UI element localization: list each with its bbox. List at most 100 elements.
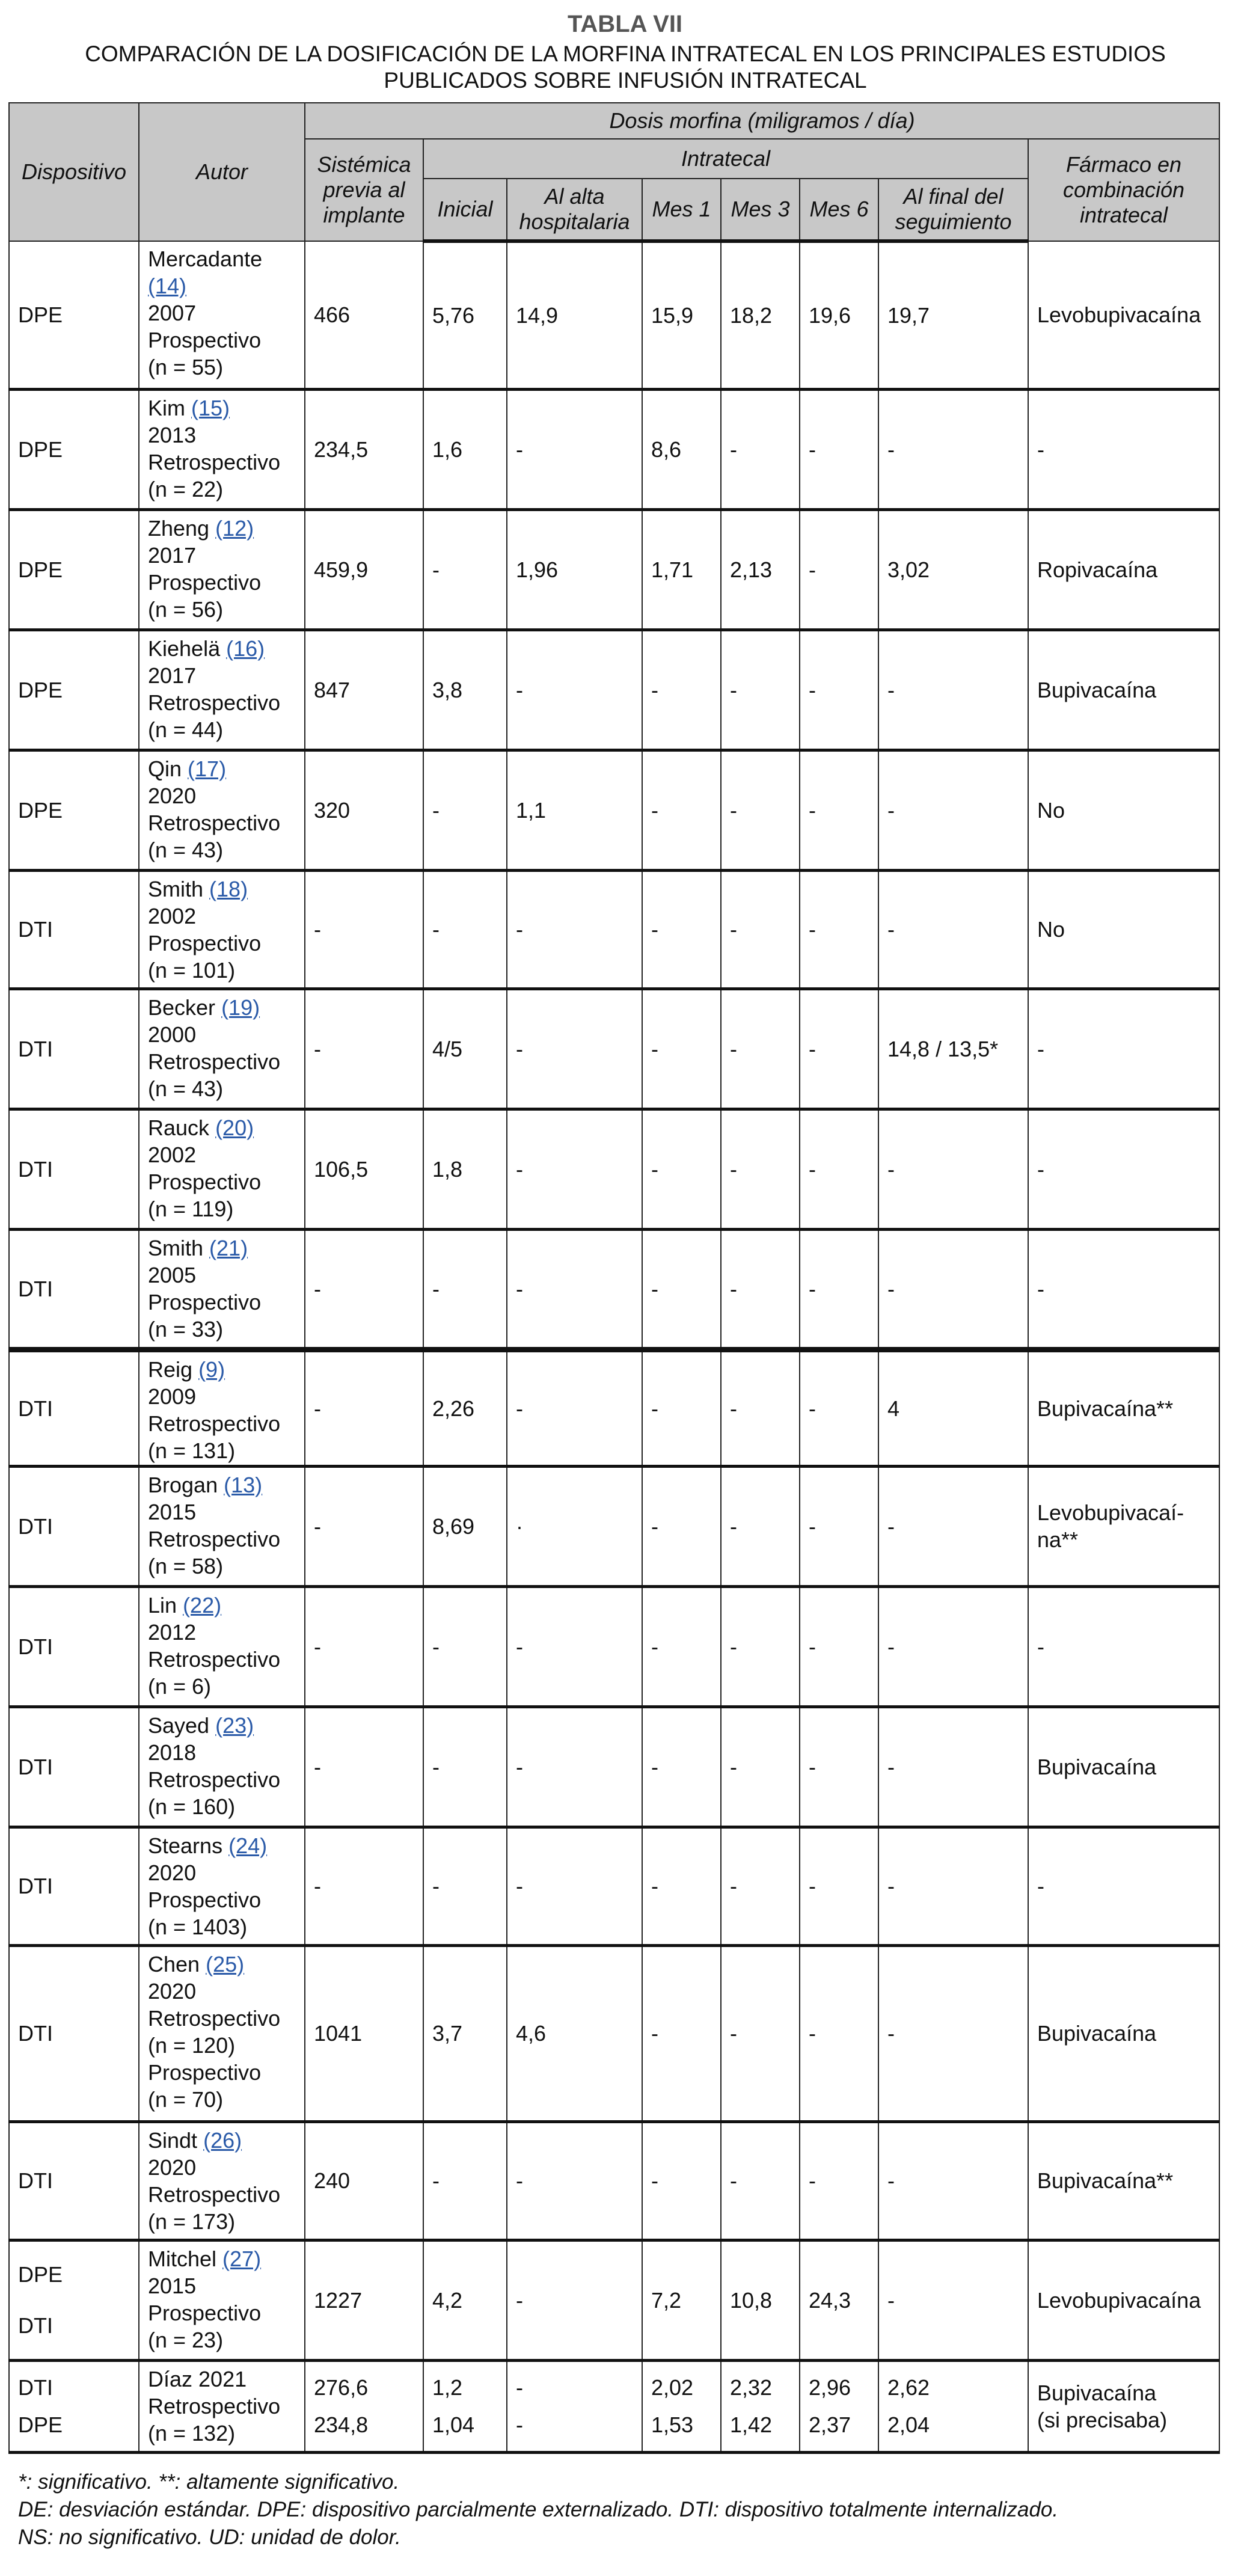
cell-value: 459,9 [314,557,369,582]
footnote: NS: no significativo. UD: unidad de dolo… [18,2525,401,2549]
header-autor: Autor [138,102,305,242]
cell-value: - [730,797,737,823]
reference-link[interactable]: (14) [148,274,187,298]
author-name-line: Stearns (24) [148,1832,296,1859]
dose-cell: 14,8 / 13,5* [878,988,1029,1111]
reference-link[interactable]: (9) [198,1357,225,1382]
dose-cell: - [642,2121,722,2242]
cell-value: 1,71 [651,557,694,582]
footnote: *: significativo. **: altamente signific… [18,2470,400,2494]
cell-value: DTI [18,2021,53,2046]
device-cell: DTI [8,1228,139,1351]
table-row: DPE Qin (17) 2020 Retrospectivo (n = 43) 320 -… [8,749,1220,872]
cell-value: - [516,917,523,942]
author-cell: Mercadante (14) 2007 Prospectivo (n = 55) [138,241,305,391]
table-row: DTI Lin (22) 2012 Retrospectivo (n = 6) - - - - -… [8,1586,1220,1708]
cell-value: 1,8 [432,1156,463,1182]
cell-value: DTI [18,917,53,942]
cell-value: - [809,1036,816,1061]
reference-link[interactable]: (18) [209,876,248,901]
author-detail: Prospectivo [148,328,262,352]
dose-cell: - [799,869,879,990]
drug-cell: Ropivacaína [1028,509,1220,631]
reference-link[interactable]: (22) [183,1592,222,1618]
cell-value: - [432,1754,440,1779]
cell-value: - [651,1396,658,1421]
author-detail: (n = 55) [148,355,224,379]
cell-value: - [809,917,816,942]
author-detail: (n = 70) [148,2087,224,2112]
dose-cell: - [304,1706,424,1829]
dose-cell: - [878,1586,1029,1708]
cell-value: 7,2 [651,2287,682,2313]
author-cell: Chen (25) 2020 Retrospectivo (n = 120) Prosp… [138,1945,305,2123]
cell-value: - [887,917,895,942]
dose-cell: 10,8 [720,2239,800,2362]
author-name: Stearns [148,1833,223,1858]
cell-value: - [730,917,737,942]
dose-cell: 15,9 [642,241,722,391]
dose-cell: 18,2 [720,241,800,391]
author-detail: (n = 160) [148,1794,236,1819]
reference-link[interactable]: (23) [215,1713,254,1738]
header-alta: Al alta hospitalaria [506,178,643,243]
cell-value: - [651,2168,658,2193]
cell-value: 2,13 [730,557,773,582]
drug-cell: - [1028,388,1220,511]
reference-link[interactable]: (27) [222,2246,262,2271]
cell-value: - [730,1513,737,1539]
dose-cell: - [720,1586,800,1708]
author-detail: Prospectivo [148,1289,262,1314]
cell-value-stack: 2,32 1,42 [730,2369,791,2443]
author-detail: 2012 [148,1619,197,1645]
author-detail: 2013 [148,422,197,447]
author-detail: Retrospectivo [148,1049,281,1074]
author-cell: Reig (9) 2009 Retrospectivo (n = 131) [138,1346,305,1468]
cell-value: 8,6 [651,437,682,462]
dose-cell: 3,7 [423,1945,507,2123]
dose-cell: - [799,1108,879,1231]
reference-link[interactable]: (15) [191,395,230,420]
reference-link[interactable]: (26) [203,2127,242,2153]
cell-value: - [809,797,816,823]
cell-value: - [314,1754,321,1779]
dose-cell: - [304,869,424,990]
cell-value: - [887,797,895,823]
cell-value: - [314,1396,321,1421]
cell-value: - [887,1754,895,1779]
reference-link[interactable]: (17) [188,756,227,781]
author-name-line: Brogan (13) [148,1471,296,1498]
dose-cell: - [423,2121,507,2242]
cell-value: - [809,1513,816,1539]
header-mes1: Mes 1 [642,178,722,243]
dose-cell: - [642,629,722,752]
reference-link[interactable]: (20) [215,1115,254,1140]
reference-link[interactable]: (16) [226,636,265,661]
cell-value-stack: 2,02 1,53 [651,2369,712,2443]
dose-cell: - [304,1346,424,1468]
dose-cell: - [506,2121,643,2242]
cell-value: - [809,677,816,702]
cell-value: 1041 [314,2021,363,2046]
dose-cell: - [642,1945,722,2123]
reference-link[interactable]: (19) [221,995,260,1020]
reference-link[interactable]: (12) [215,515,254,541]
table-body: DPE Mercadante (14) 2007 Prospectivo (n = 55… [8,241,1220,2454]
cell-value: - [730,677,737,702]
dose-cell: 2,62 2,04 [878,2360,1029,2454]
drug-cell: - [1028,1826,1220,1947]
cell-value: - [651,1513,658,1539]
header-sistemica: Sistémica previa al implante [304,138,424,242]
cell-value: 2,04 [887,2412,930,2437]
cell-value: - [651,1634,658,1659]
author-name: Mercadante [148,247,263,271]
reference-link[interactable]: (24) [228,1833,268,1858]
reference-link[interactable]: (13) [224,1472,263,1497]
drug-cell: Bupivacaína [1028,629,1220,752]
cell-value: - [651,1754,658,1779]
device-cell: DTI [8,1945,139,2123]
author-name: Smith [148,1235,204,1260]
reference-link[interactable]: (25) [206,1951,245,1976]
reference-link[interactable]: (21) [209,1235,248,1260]
device-cell: DTI [8,869,139,990]
